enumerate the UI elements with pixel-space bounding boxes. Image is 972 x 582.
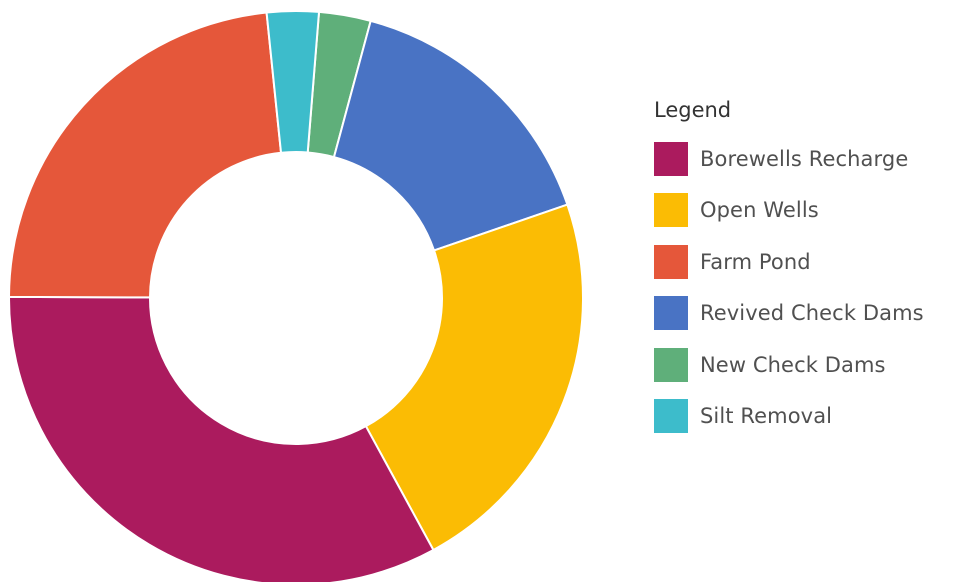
legend-label: Open Wells bbox=[700, 198, 819, 223]
donut-chart bbox=[7, 10, 584, 582]
legend-label: Borewells Recharge bbox=[700, 146, 909, 171]
legend-item-revived-check-dams: Revived Check Dams bbox=[654, 288, 972, 340]
slice-borewells-recharge bbox=[8, 295, 435, 582]
legend-swatch bbox=[654, 244, 688, 279]
legend-label: Farm Pond bbox=[700, 249, 811, 274]
legend-label: Revived Check Dams bbox=[700, 301, 924, 326]
legend-swatch bbox=[654, 141, 688, 176]
slice-silt-removal bbox=[265, 10, 321, 154]
legend-item-farm-pond: Farm Pond bbox=[654, 236, 972, 288]
slice-open-wells bbox=[364, 203, 584, 552]
slice-farm-pond bbox=[7, 11, 283, 299]
legend-item-new-check-dams: New Check Dams bbox=[654, 339, 972, 391]
legend-label: Silt Removal bbox=[700, 404, 833, 429]
chart-slices bbox=[7, 10, 584, 582]
legend: Legend Borewells Recharge Open Wells Farm … bbox=[654, 93, 972, 442]
legend-swatch bbox=[654, 399, 688, 434]
legend-item-silt-removal: Silt Removal bbox=[654, 391, 972, 443]
legend-title: Legend bbox=[654, 98, 732, 122]
legend-items: Borewells Recharge Open Wells Farm Pond Rev… bbox=[654, 133, 972, 442]
slice-revived-check-dams bbox=[332, 19, 569, 252]
legend-item-open-wells: Open Wells bbox=[654, 185, 972, 237]
legend-swatch bbox=[654, 193, 688, 228]
legend-item-borewells-recharge: Borewells Recharge bbox=[654, 133, 972, 185]
legend-label: New Check Dams bbox=[700, 352, 886, 377]
legend-swatch bbox=[654, 347, 688, 382]
legend-swatch bbox=[654, 296, 688, 331]
